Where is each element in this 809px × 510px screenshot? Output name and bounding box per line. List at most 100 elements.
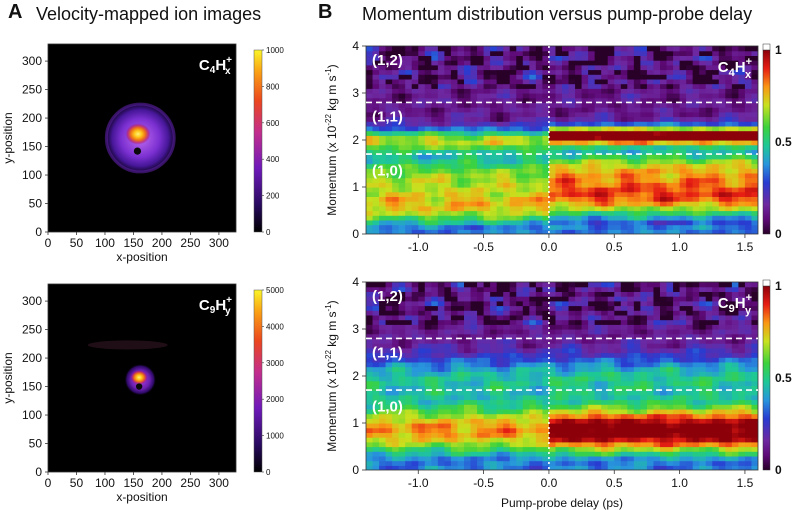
heatmap-cell (751, 55, 758, 61)
heatmap-cell (718, 314, 726, 321)
heatmap-cell (529, 423, 537, 429)
heatmap-cell (705, 427, 713, 433)
heatmap-cell (464, 390, 472, 396)
heatmap-cell (673, 451, 681, 457)
heatmap-cell (725, 357, 733, 363)
heatmap-cell (581, 314, 589, 321)
heatmap-cell (542, 296, 550, 302)
heatmap-cell (692, 187, 700, 193)
heatmap-cell (588, 187, 596, 193)
heatmap-cell (555, 390, 563, 396)
heatmap-cell (562, 366, 570, 372)
heatmap-cell (731, 78, 739, 85)
heatmap-cell (457, 64, 465, 71)
heatmap-cell (372, 446, 380, 452)
heatmap-cell (744, 55, 753, 61)
heatmap-cell (627, 319, 635, 325)
heatmap-cell (444, 130, 452, 136)
heatmap-cell (379, 319, 387, 325)
heatmap-cell (627, 149, 635, 155)
heatmap-cell (496, 399, 504, 405)
heatmap-cell (503, 361, 511, 368)
heatmap-cell (692, 432, 700, 438)
heatmap-cell (601, 437, 609, 443)
heatmap-cell (392, 201, 400, 207)
heatmap-cell (535, 314, 543, 321)
heatmap-cell (477, 69, 485, 75)
heatmap-cell (699, 314, 707, 321)
heatmap-cell (692, 149, 700, 155)
heatmap-cell (529, 121, 537, 127)
heatmap-cell (581, 385, 589, 391)
heatmap-cell (379, 432, 387, 438)
heatmap-cell (516, 144, 524, 150)
heatmap-cell (483, 465, 491, 470)
heatmap-cell (411, 446, 419, 452)
heatmap-cell (673, 282, 681, 288)
heatmap-cell (581, 210, 589, 216)
heatmap-cell (450, 286, 459, 292)
heatmap-cell (398, 121, 406, 127)
heatmap-cell (424, 441, 432, 448)
heatmap-cell (673, 107, 681, 113)
heatmap-cell (437, 413, 445, 419)
heatmap-cell (548, 465, 557, 470)
heatmap-cell (679, 210, 687, 216)
heatmap-cell (385, 357, 393, 363)
heatmap-cell (457, 361, 465, 368)
heatmap-cell (705, 107, 713, 113)
heatmap-cell (744, 446, 753, 452)
heatmap-cell (398, 399, 406, 405)
heatmap-cell (418, 465, 426, 470)
heatmap-cell (379, 404, 387, 410)
heatmap-cell (601, 286, 609, 292)
heatmap-cell (594, 224, 602, 230)
heatmap-cell (411, 172, 419, 179)
heatmap-cell (679, 408, 687, 415)
heatmap-cell (477, 163, 485, 169)
heatmap-cell (692, 291, 700, 297)
heatmap-cell (660, 305, 668, 311)
heatmap-cell (653, 135, 661, 141)
heatmap-cell (633, 111, 641, 118)
heatmap-cell (646, 224, 655, 230)
heatmap-cell (562, 224, 570, 230)
heatmap-cell (424, 149, 432, 155)
heatmap-cell (522, 427, 530, 433)
heatmap-cell (646, 366, 655, 372)
heatmap-cell (640, 319, 648, 325)
heatmap-cell (673, 135, 681, 141)
heatmap-cell (679, 60, 687, 66)
heatmap-cell (464, 177, 472, 183)
heatmap-cell (588, 60, 596, 66)
heatmap-cell (575, 329, 583, 335)
heatmap-cell (405, 187, 413, 193)
heatmap-cell (372, 282, 380, 288)
heatmap-cell (594, 111, 602, 118)
heatmap-cell (588, 460, 596, 466)
heatmap-cell (450, 324, 459, 330)
heatmap-cell (542, 338, 550, 344)
heatmap-cell (444, 352, 452, 358)
heatmap-cell (673, 78, 681, 85)
heatmap-cell (529, 343, 537, 349)
heatmap-cell (411, 224, 419, 230)
heatmap-cell (548, 187, 557, 193)
heatmap-cell (477, 177, 485, 183)
heatmap-cell (464, 404, 472, 410)
heatmap-cell (581, 205, 589, 212)
heatmap-cell (705, 116, 713, 122)
heatmap-cell (679, 74, 687, 80)
heatmap-cell (372, 55, 380, 61)
heatmap-cell (535, 215, 543, 221)
heatmap-cell (405, 60, 413, 66)
heatmap-cell (496, 338, 504, 344)
heatmap-cell (379, 121, 387, 127)
heatmap-cell (548, 357, 557, 363)
heatmap-cell (477, 366, 485, 372)
heatmap-cell (686, 385, 694, 391)
heatmap-cell (718, 418, 726, 424)
heatmap-cell (503, 154, 511, 160)
heatmap-cell (620, 177, 628, 183)
heatmap-cell (744, 196, 753, 202)
